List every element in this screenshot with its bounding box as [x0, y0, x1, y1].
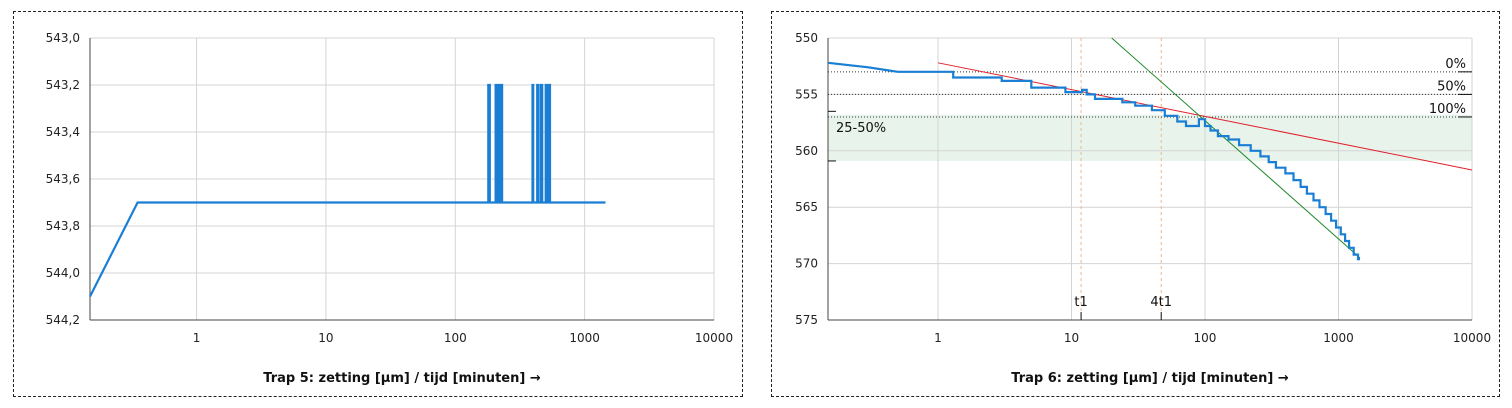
hline-label-100%: 100%	[1429, 102, 1466, 117]
y-tick-label: 543,8	[46, 219, 80, 233]
series-line-1	[89, 83, 606, 297]
x-tick-label: 10	[1064, 331, 1079, 345]
x-tick-label: 1	[193, 331, 201, 345]
y-tick-label: 543,2	[46, 78, 80, 92]
x-tick-label: 1000	[1323, 331, 1354, 345]
y-tick-label: 570	[795, 257, 818, 271]
x-tick-label: 10000	[1453, 331, 1491, 345]
y-tick-label: 560	[795, 144, 818, 158]
y-tick-label: 543,4	[46, 125, 80, 139]
y-tick-label: 550	[795, 31, 818, 45]
y-tick-label: 543,0	[46, 31, 80, 45]
x-tick-label: 1	[934, 331, 942, 345]
x-tick-label: 100	[1194, 331, 1217, 345]
x-tick-label: 10	[318, 331, 333, 345]
y-tick-label: 565	[795, 200, 818, 214]
vline-label-t1: t1	[1074, 295, 1087, 310]
x-axis-title: Trap 5: zetting [µm] / tijd [minuten] →	[263, 371, 541, 386]
y-tick-label: 555	[795, 87, 818, 101]
series-line-1	[827, 61, 1360, 261]
chart-panel-trap5: 1 10 100 1000 10000 543,0 543,2 543,4 543,6 543,8…	[13, 11, 743, 397]
chart-trap5: 1 10 100 1000 10000 543,0 543,2 543,4 543,6 543,8…	[46, 31, 733, 386]
x-axis-title: Trap 6: zetting [µm] / tijd [minuten] →	[1011, 371, 1289, 386]
hline-label-0%: 0%	[1445, 57, 1466, 72]
tangent-line-2	[1111, 37, 1361, 259]
x-tick-label: 10000	[695, 331, 733, 345]
band-label: 25-50%	[836, 121, 886, 136]
y-tick-label: 575	[795, 313, 818, 327]
y-tick-label: 544,2	[46, 313, 80, 327]
x-tick-label: 1000	[569, 331, 600, 345]
chart-panel-trap6: 1 10 100 1000 10000 550 555 560 565 570 575 t1 4t1 0%…	[771, 11, 1500, 397]
vline-label-4t1: 4t1	[1150, 295, 1172, 310]
y-tick-label: 544,0	[46, 266, 80, 280]
hline-label-50%: 50%	[1437, 79, 1466, 94]
chart-trap6: 1 10 100 1000 10000 550 555 560 565 570 575 t1 4t1 0%…	[795, 31, 1491, 386]
band-25-50	[828, 114, 1472, 161]
y-tick-label: 543,6	[46, 172, 80, 186]
x-tick-label: 100	[444, 331, 467, 345]
